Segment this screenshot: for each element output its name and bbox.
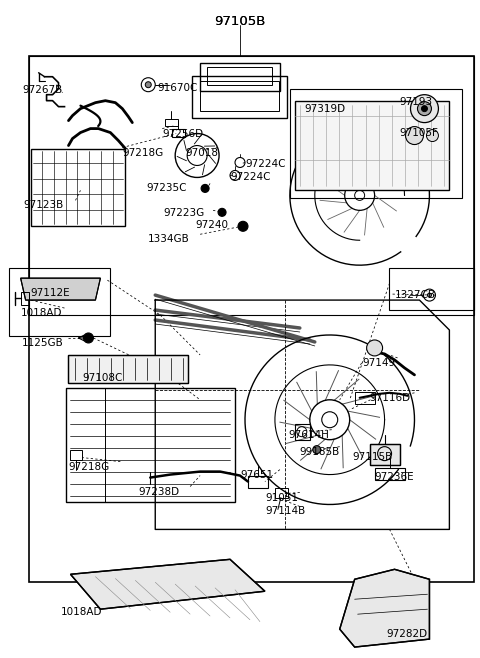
Text: 97319D: 97319D: [305, 104, 346, 114]
Circle shape: [428, 293, 432, 297]
Bar: [200, 63, 280, 91]
Circle shape: [218, 209, 226, 216]
Circle shape: [421, 106, 428, 112]
Text: 97105F: 97105F: [399, 128, 438, 138]
Bar: [69, 355, 188, 383]
Bar: [31, 149, 125, 226]
Circle shape: [84, 333, 94, 343]
Circle shape: [406, 126, 423, 145]
Text: 97651: 97651: [240, 470, 273, 480]
Text: 97105B: 97105B: [214, 15, 266, 28]
Text: 97116D: 97116D: [370, 393, 411, 403]
Text: 97236E: 97236E: [374, 472, 414, 482]
Text: 1125GB: 1125GB: [22, 338, 63, 348]
Text: 97238D: 97238D: [138, 486, 180, 497]
Polygon shape: [71, 559, 265, 609]
Bar: [389, 268, 474, 310]
Circle shape: [238, 221, 248, 231]
Circle shape: [426, 130, 438, 141]
Text: 1334GB: 1334GB: [148, 234, 190, 244]
Text: 97218G: 97218G: [122, 147, 164, 157]
Polygon shape: [370, 443, 399, 465]
Bar: [9, 268, 110, 336]
Polygon shape: [340, 569, 430, 647]
Text: 97218G: 97218G: [69, 462, 110, 472]
Text: 97282D: 97282D: [386, 629, 428, 639]
Text: 97193: 97193: [399, 97, 432, 107]
Text: 97256D: 97256D: [162, 128, 204, 139]
Polygon shape: [21, 278, 100, 300]
Bar: [65, 388, 106, 503]
Circle shape: [410, 95, 438, 122]
Circle shape: [201, 184, 209, 192]
Text: 99185B: 99185B: [300, 447, 340, 457]
Bar: [69, 355, 188, 383]
Bar: [192, 76, 287, 118]
Text: 97114B: 97114B: [265, 507, 305, 517]
Bar: [200, 81, 279, 111]
Text: 1018AD: 1018AD: [21, 308, 62, 318]
Text: 97123B: 97123B: [24, 201, 64, 211]
Text: 97105B: 97105B: [214, 15, 266, 28]
Circle shape: [313, 445, 321, 453]
Text: 97149: 97149: [363, 358, 396, 368]
Bar: [290, 89, 462, 198]
Text: 91670C: 91670C: [157, 83, 198, 93]
Bar: [29, 56, 474, 315]
Text: 97018: 97018: [185, 147, 218, 157]
Circle shape: [145, 82, 151, 88]
Bar: [65, 388, 235, 503]
Circle shape: [418, 101, 432, 116]
Text: 1327CB: 1327CB: [395, 290, 435, 300]
Text: 97224C: 97224C: [245, 159, 286, 170]
Text: 97112E: 97112E: [31, 288, 70, 298]
Text: 97115B: 97115B: [353, 451, 393, 462]
Text: 91051: 91051: [265, 493, 298, 503]
Text: 97240: 97240: [195, 220, 228, 230]
Text: 1018AD: 1018AD: [60, 607, 102, 617]
Bar: [207, 66, 272, 85]
Text: 97108C: 97108C: [83, 373, 123, 383]
Text: 97267B: 97267B: [23, 85, 63, 95]
Circle shape: [367, 340, 383, 356]
Bar: [355, 392, 374, 404]
Bar: [29, 56, 474, 582]
Text: 97235C: 97235C: [146, 184, 187, 193]
Bar: [295, 101, 449, 190]
Text: 97224C: 97224C: [230, 172, 271, 182]
Text: 97614H: 97614H: [289, 430, 330, 440]
Text: 97223G: 97223G: [163, 209, 204, 218]
